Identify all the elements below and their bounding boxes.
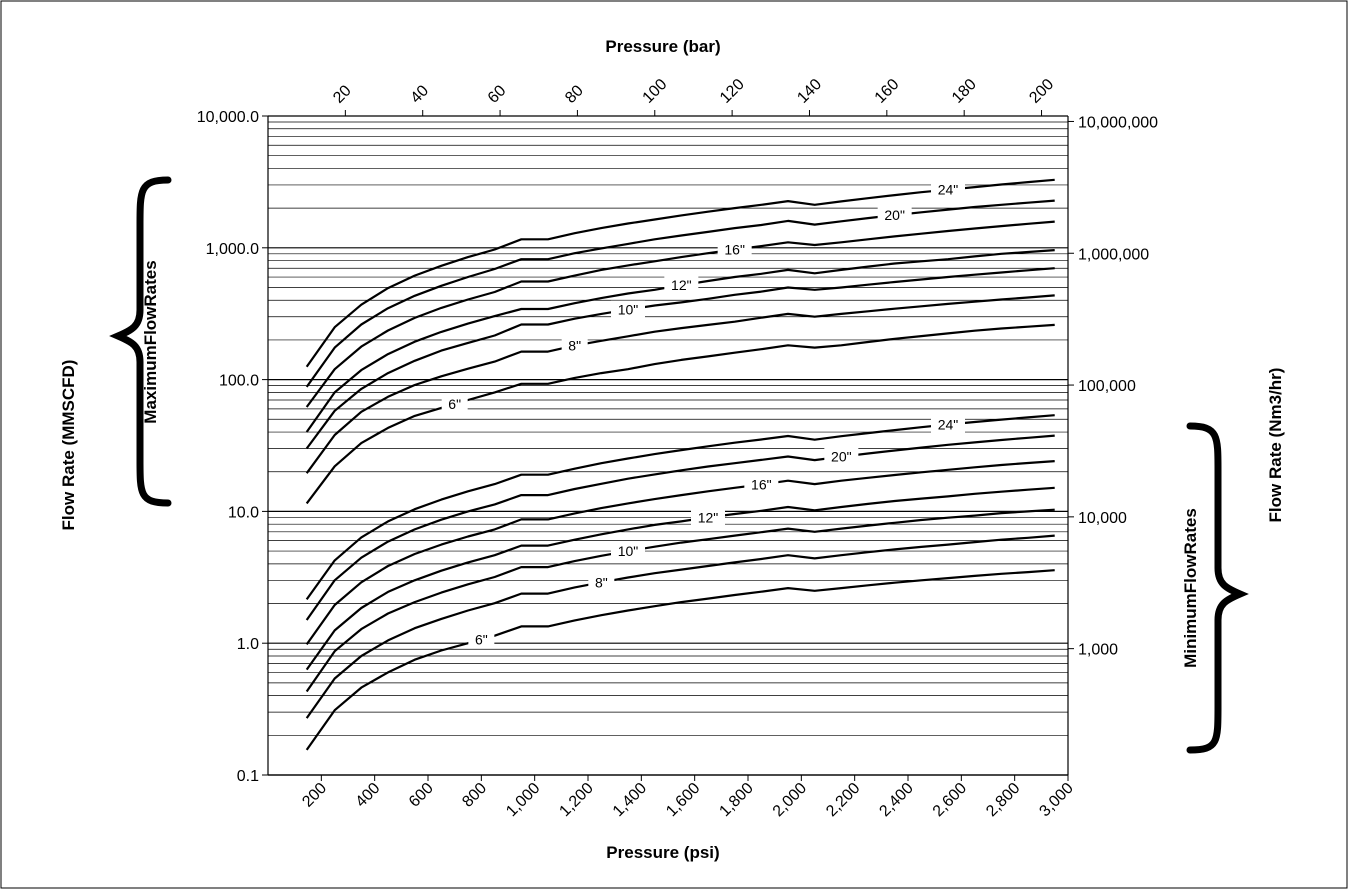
curve-label: 24" bbox=[938, 182, 959, 198]
y-tick-label: 10.0 bbox=[228, 504, 259, 521]
y2-tick-label: 10,000,000 bbox=[1078, 114, 1158, 131]
curve-labels: 6" 8" 10" 12" 16" 20" 24" 6" 8" 10" 12" 16" 20" 24" bbox=[441, 180, 965, 649]
flow-curves bbox=[305, 178, 1055, 751]
curve-min-16in bbox=[305, 460, 1055, 646]
curve-label-bg bbox=[717, 240, 752, 259]
y-tick-label: 0.1 bbox=[237, 768, 259, 785]
x-axis-title: Pressure (psi) bbox=[606, 843, 719, 862]
y2-tick-label: 1,000 bbox=[1078, 642, 1118, 659]
curve-label: 20" bbox=[831, 449, 852, 465]
x2-axis-title: Pressure (bar) bbox=[605, 37, 720, 56]
curve-label: 12" bbox=[698, 509, 719, 525]
max-group-label: MaximumFlowRates bbox=[141, 260, 160, 423]
curve-label: 8" bbox=[595, 574, 608, 590]
curve-min-8in bbox=[305, 534, 1055, 719]
curve-label-bg bbox=[561, 336, 588, 355]
min-group-label: MinimumFlowRates bbox=[1181, 508, 1200, 668]
curve-label-bg bbox=[691, 508, 725, 527]
curve-label: 6" bbox=[448, 396, 461, 412]
y2-tick-label: 100,000 bbox=[1078, 378, 1136, 395]
curve-label: 12" bbox=[671, 277, 692, 293]
curve-max-16in bbox=[305, 220, 1055, 408]
curve-label: 10" bbox=[618, 543, 639, 559]
curve-label-bg bbox=[588, 573, 615, 592]
min-group-brace bbox=[1186, 422, 1249, 754]
curve-label: 16" bbox=[751, 476, 772, 492]
axes bbox=[262, 110, 1074, 781]
curve-label-bg bbox=[877, 206, 912, 225]
y-tick-label: 1.0 bbox=[237, 636, 259, 653]
curve-label: 8" bbox=[568, 338, 581, 354]
curve-label-bg bbox=[441, 394, 468, 413]
curve-min-10in bbox=[305, 508, 1055, 693]
curve-max-6in bbox=[305, 323, 1055, 505]
curve-label-bg bbox=[744, 475, 779, 494]
curve-max-10in bbox=[305, 267, 1055, 450]
curve-min-20in bbox=[305, 434, 1055, 621]
curve-label-bg bbox=[468, 630, 495, 649]
y-tick-label: 1,000.0 bbox=[206, 241, 259, 258]
curve-label-bg bbox=[931, 180, 965, 199]
curve-label-bg bbox=[824, 447, 859, 466]
curve-min-6in bbox=[305, 569, 1055, 751]
curve-label: 10" bbox=[618, 302, 639, 318]
y2-tick-label: 10,000 bbox=[1078, 510, 1127, 527]
curve-label: 6" bbox=[475, 631, 488, 647]
curve-label-bg bbox=[931, 415, 965, 434]
curve-label: 24" bbox=[938, 417, 959, 433]
max-group-brace bbox=[109, 176, 172, 507]
curve-min-24in bbox=[305, 414, 1055, 601]
curve-min-12in bbox=[305, 486, 1055, 671]
y2-tick-label: 1,000,000 bbox=[1078, 246, 1149, 263]
curve-label: 20" bbox=[884, 207, 905, 223]
curve-max-8in bbox=[305, 294, 1055, 474]
curve-max-24in bbox=[305, 178, 1055, 368]
curve-label-bg bbox=[611, 542, 645, 561]
y-tick-label: 10,000.0 bbox=[197, 109, 259, 126]
y-axis-title: Flow Rate (MMSCFD) bbox=[59, 360, 78, 531]
curve-label-bg bbox=[611, 300, 645, 319]
y2-axis-title: Flow Rate (Nm3/hr) bbox=[1266, 368, 1285, 523]
curve-max-20in bbox=[305, 199, 1055, 388]
curve-label-bg bbox=[664, 276, 699, 295]
curve-label: 16" bbox=[724, 242, 745, 258]
y-tick-label: 100.0 bbox=[219, 373, 259, 390]
